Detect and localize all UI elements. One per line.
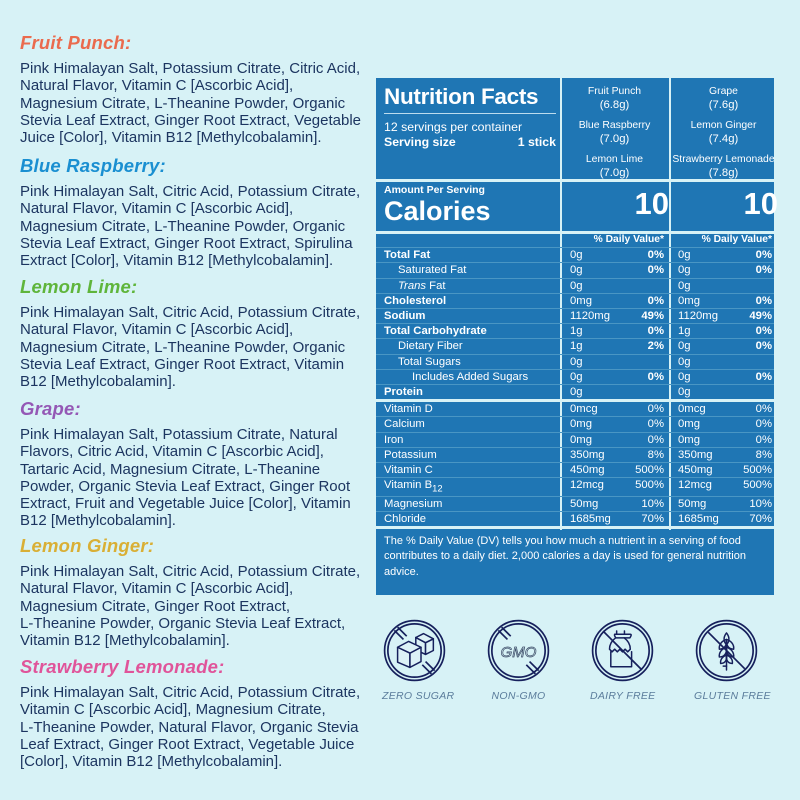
svg-text:GMO: GMO	[501, 644, 537, 661]
